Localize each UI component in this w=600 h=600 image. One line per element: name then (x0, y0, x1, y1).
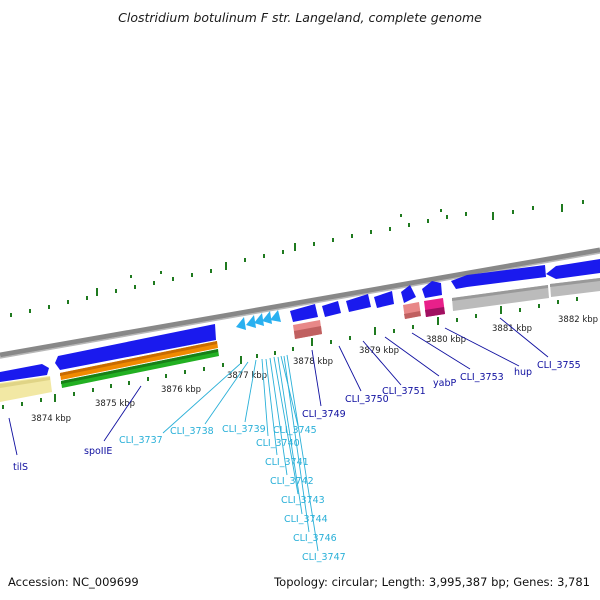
genome-backbone (0, 247, 600, 359)
cds-feature (322, 301, 341, 317)
gene-label-CLI_3746: CLI_3746 (293, 533, 337, 544)
scale-label: 3874 kbp (31, 414, 71, 424)
green-feature (61, 349, 218, 384)
gene-label-spoIIE: spoIIE (84, 446, 112, 457)
scale-label: 3877 kbp (227, 371, 267, 381)
accession-text: Accession: NC_009699 (8, 575, 139, 589)
outer-tick-ring (10, 200, 584, 317)
orange-feature (60, 341, 217, 376)
cds-feature (246, 315, 256, 328)
annotation-tracks (0, 278, 600, 402)
cds-feature (422, 281, 442, 298)
gene-label-CLI_3751: CLI_3751 (382, 386, 426, 397)
scale-label: 3878 kbp (293, 357, 333, 367)
gene-label-tilS: tilS (13, 462, 28, 473)
cds-feature (346, 294, 371, 312)
gene-labels: tilS spoIIE CLI_3737 CLI_3738 CLI_3739 C… (13, 360, 581, 563)
salmon-feature (294, 326, 322, 339)
gene-label-CLI_3753: CLI_3753 (460, 372, 504, 383)
scale-labels: 3874 kbp 3875 kbp 3876 kbp 3877 kbp 3878… (31, 315, 598, 424)
gene-label-CLI_3740: CLI_3740 (256, 438, 300, 449)
gray-feature (452, 285, 549, 311)
gene-label-CLI_3755: CLI_3755 (537, 360, 581, 371)
gene-label-CLI_3742: CLI_3742 (270, 476, 314, 487)
gene-label-CLI_3744: CLI_3744 (284, 514, 328, 525)
gene-label-hup: hup (514, 367, 532, 378)
inner-tick-ring (2, 297, 578, 409)
cds-track (0, 259, 600, 382)
gene-label-CLI_3750: CLI_3750 (345, 394, 389, 405)
cds-feature (254, 313, 264, 326)
scale-label: 3881 kbp (492, 324, 532, 334)
map-title: Clostridium botulinum F str. Langeland, … (118, 10, 482, 25)
gene-label-yabP: yabP (433, 378, 456, 389)
scale-label: 3876 kbp (161, 385, 201, 395)
cds-feature (451, 265, 546, 289)
cds-feature (55, 324, 216, 370)
cds-feature (401, 285, 416, 303)
label-leaders (8, 317, 549, 552)
gray-feature (550, 278, 600, 287)
scale-label: 3875 kbp (95, 399, 135, 409)
gene-label-CLI_3738: CLI_3738 (170, 426, 214, 437)
gene-label-CLI_3749: CLI_3749 (302, 409, 346, 420)
cds-feature (290, 304, 318, 322)
cds-feature (262, 311, 272, 324)
gene-label-CLI_3741: CLI_3741 (265, 457, 309, 468)
scale-label: 3882 kbp (558, 315, 598, 325)
cds-feature (374, 291, 394, 308)
gene-label-CLI_3739: CLI_3739 (222, 424, 266, 435)
scale-label: 3880 kbp (426, 335, 466, 345)
gray-feature (452, 285, 548, 301)
gene-label-CLI_3747: CLI_3747 (302, 552, 346, 563)
scale-label: 3879 kbp (359, 346, 399, 356)
gene-label-CLI_3737: CLI_3737 (119, 435, 163, 446)
pale-feature (0, 377, 50, 388)
salmon-feature (404, 311, 421, 319)
cds-feature (546, 259, 600, 279)
genome-summary-text: Topology: circular; Length: 3,995,387 bp… (274, 575, 590, 589)
cds-feature (270, 310, 281, 322)
cds-feature (0, 364, 49, 382)
gene-label-CLI_3745: CLI_3745 (273, 425, 317, 436)
cds-feature (236, 317, 246, 330)
magenta-feature (425, 307, 445, 317)
gene-label-CLI_3743: CLI_3743 (281, 495, 325, 506)
